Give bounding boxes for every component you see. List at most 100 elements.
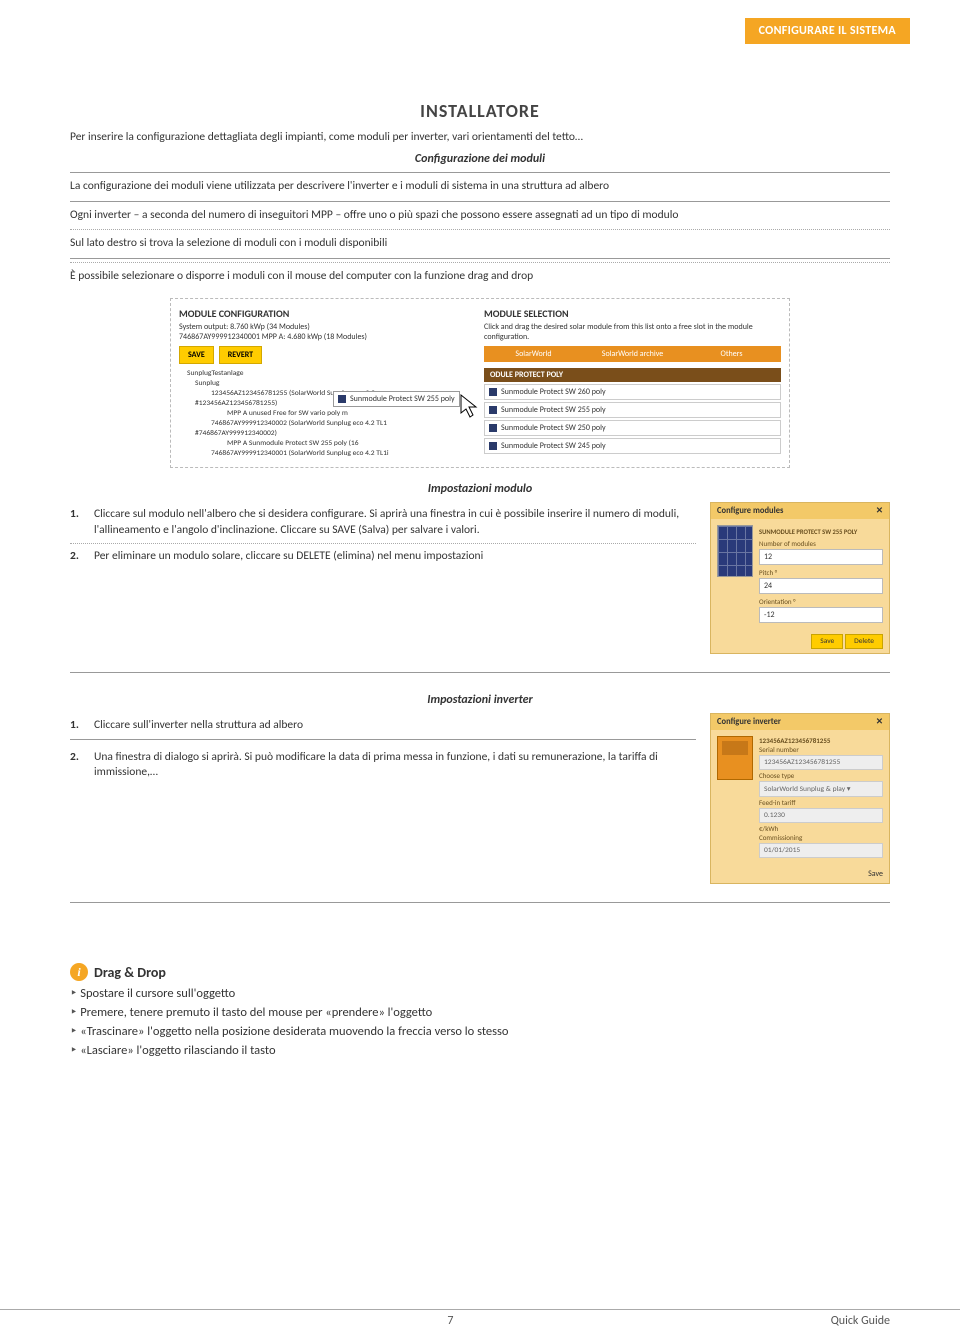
dd-bullet: «Trascinare» l'oggetto nella posizione d… — [70, 1023, 890, 1042]
mpp-line-text: 746867AY999912340001 MPP A: 4.680 kWp (1… — [179, 333, 476, 343]
cursor-icon — [459, 393, 481, 421]
tree-root[interactable]: SunplugTestanlage — [187, 369, 476, 378]
revert-button[interactable]: REVERT — [219, 346, 262, 364]
serial-field: 123456AZ123456781255 — [759, 755, 883, 770]
tree-node[interactable]: 746867AY999912340001 (SolarWorld Sunplug… — [211, 449, 476, 458]
divider-dotted — [70, 229, 890, 230]
para-4: È possibile selezionare o disporre i mod… — [70, 269, 890, 285]
step-item: 2.Una finestra di dialogo si aprirà. Si … — [70, 750, 696, 781]
tab-solarworld-archive[interactable]: SolarWorld archive — [583, 346, 682, 362]
header-badge: CONFIGURARE IL SISTEMA — [745, 18, 910, 44]
pitch-input[interactable]: 24 — [759, 578, 883, 594]
feed-unit: €/kWh — [759, 824, 883, 833]
module-config-screenshot: MODULE CONFIGURATION System output: 8.76… — [170, 298, 790, 468]
module-selection-sub: Click and drag the desired solar module … — [484, 323, 781, 342]
divider-dotted — [70, 543, 696, 544]
save-button[interactable]: SAVE — [179, 346, 214, 364]
num-modules-input[interactable]: 12 — [759, 549, 883, 565]
panel-title: Configure modules — [717, 506, 783, 516]
close-icon[interactable]: ✕ — [876, 717, 883, 727]
subheading-config-moduli: Configurazione dei moduli — [70, 152, 890, 166]
step-number: 1. — [70, 507, 94, 538]
dragging-module-item[interactable]: Sunmodule Protect SW 255 poly — [333, 391, 460, 407]
num-modules-label: Number of modules — [759, 539, 883, 548]
module-item-label: Sunmodule Protect SW 245 poly — [501, 441, 606, 451]
panel-title: Configure inverter — [717, 717, 781, 727]
divider-dotted — [70, 262, 890, 263]
module-icon — [489, 388, 497, 396]
dragging-module-label: Sunmodule Protect SW 255 poly — [350, 394, 455, 404]
module-item-label: Sunmodule Protect SW 260 poly — [501, 387, 606, 397]
step-text: Per eliminare un modulo solare, cliccare… — [94, 549, 696, 565]
dd-bullet: Premere, tenere premuto il tasto del mou… — [70, 1004, 890, 1023]
tab-others[interactable]: Others — [682, 346, 781, 362]
module-item-label: Sunmodule Protect SW 250 poly — [501, 423, 606, 433]
orientation-input[interactable]: -12 — [759, 607, 883, 623]
tabs-row: SolarWorld SolarWorld archive Others — [484, 346, 781, 362]
pitch-label: Pitch ° — [759, 568, 883, 577]
serial-label: Serial number — [759, 745, 883, 754]
para-3: Sul lato destro si trova la selezione di… — [70, 236, 890, 252]
dd-bullet: «Lasciare» l'oggetto rilasciando il tast… — [70, 1042, 890, 1061]
tree-node[interactable]: Sunplug — [195, 379, 476, 388]
step-number: 2. — [70, 549, 94, 565]
close-icon[interactable]: ✕ — [876, 506, 883, 516]
feed-input[interactable]: 0.1230 — [759, 808, 883, 823]
tree-node[interactable]: 746867AY999912340002 (SolarWorld Sunplug… — [211, 419, 476, 428]
module-icon — [489, 406, 497, 414]
module-list-item[interactable]: Sunmodule Protect SW 255 poly — [484, 402, 781, 418]
save-button[interactable]: Save — [811, 634, 843, 649]
module-config-title: MODULE CONFIGURATION — [179, 307, 476, 320]
dd-bullet: Spostare il cursore sull'oggetto — [70, 985, 890, 1004]
inverter-id: 123456AZ123456781255 — [759, 736, 883, 745]
step-item: 2.Per eliminare un modulo solare, clicca… — [70, 549, 696, 565]
delete-button[interactable]: Delete — [845, 634, 883, 649]
tree-mpp-slot[interactable]: MPP A unused Free for SW vario poly m — [227, 409, 476, 418]
module-model-label: SUNMODULE PROTECT SW 255 POLY — [759, 528, 883, 536]
page-number: 7 — [447, 1314, 453, 1328]
divider — [70, 902, 890, 903]
main-title: INSTALLATORE — [70, 100, 890, 122]
page-footer: 7 Quick Guide — [0, 1309, 960, 1328]
commissioning-label: Commissioning — [759, 833, 883, 842]
step-number: 2. — [70, 750, 94, 781]
configure-modules-panel: Configure modules ✕ SUNMODULE PROTECT SW … — [710, 502, 890, 654]
type-label: Choose type — [759, 771, 883, 780]
module-configuration-panel: MODULE CONFIGURATION System output: 8.76… — [179, 307, 476, 459]
subheading-impostazioni-inverter: Impostazioni inverter — [70, 693, 890, 707]
module-list-item[interactable]: Sunmodule Protect SW 250 poly — [484, 420, 781, 436]
divider — [70, 739, 696, 740]
configure-inverter-panel: Configure inverter ✕ 123456AZ123456781255… — [710, 713, 890, 884]
module-selection-title: MODULE SELECTION — [484, 307, 781, 320]
divider — [70, 201, 890, 202]
orientation-label: Orientation ° — [759, 597, 883, 606]
para-2: Ogni inverter – a seconda del numero di … — [70, 208, 890, 224]
drag-drop-section: i Drag & Drop Spostare il cursore sull'o… — [70, 963, 890, 1060]
inverter-image — [717, 736, 753, 780]
step-item: 1.Cliccare sull'inverter nella struttura… — [70, 718, 696, 734]
module-list-item[interactable]: Sunmodule Protect SW 245 poly — [484, 438, 781, 454]
module-icon — [489, 442, 497, 450]
module-icon — [489, 424, 497, 432]
drag-drop-title: Drag & Drop — [94, 964, 166, 981]
solar-module-image — [717, 525, 753, 577]
module-selection-panel: MODULE SELECTION Click and drag the desi… — [484, 307, 781, 459]
save-button[interactable]: Save — [868, 869, 883, 879]
commissioning-input[interactable]: 01/01/2015 — [759, 843, 883, 858]
step-text: Cliccare sul modulo nell'albero che si d… — [94, 507, 696, 538]
page-content: INSTALLATORE Per inserire la configurazi… — [0, 0, 960, 1060]
tab-solarworld[interactable]: SolarWorld — [484, 346, 583, 362]
guide-label: Quick Guide — [831, 1314, 890, 1328]
type-select[interactable]: SolarWorld Sunplug & play ▾ — [759, 781, 883, 797]
step-text: Una finestra di dialogo si aprirà. Si pu… — [94, 750, 696, 781]
feed-label: Feed-in tariff — [759, 798, 883, 807]
step-text: Cliccare sull'inverter nella struttura a… — [94, 718, 696, 734]
tree-mpp-slot[interactable]: MPP A Sunmodule Protect SW 255 poly (16 — [227, 439, 476, 448]
tree-node: #746867AY999912340002) — [195, 429, 476, 438]
module-icon — [338, 395, 346, 403]
intro-text: Per inserire la configurazione dettaglia… — [70, 130, 890, 144]
para-1: La configurazione dei moduli viene utili… — [70, 179, 890, 195]
divider — [70, 258, 890, 259]
module-item-label: Sunmodule Protect SW 255 poly — [501, 405, 606, 415]
module-list-item[interactable]: Sunmodule Protect SW 260 poly — [484, 384, 781, 400]
